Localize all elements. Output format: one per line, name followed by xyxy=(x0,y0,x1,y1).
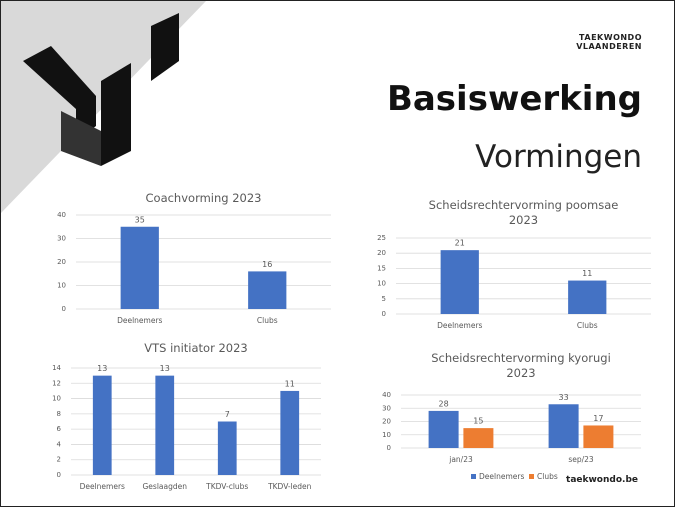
y-tick-label: 10 xyxy=(377,280,386,288)
bar xyxy=(428,410,459,448)
x-tick-label: Clubs xyxy=(577,321,598,330)
y-tick-label: 0 xyxy=(387,444,391,452)
x-tick-label: TKDV-leden xyxy=(267,482,312,491)
y-tick-label: 30 xyxy=(57,235,66,243)
data-label: 11 xyxy=(582,269,592,278)
y-tick-label: 12 xyxy=(52,379,61,387)
website: taekwondo.be xyxy=(566,475,638,485)
brand-line: VLAANDEREN xyxy=(576,42,642,51)
y-tick-label: 10 xyxy=(52,395,61,403)
y-tick-label: 40 xyxy=(382,391,391,399)
y-tick-label: 15 xyxy=(377,264,386,272)
legend-swatch xyxy=(529,474,534,479)
data-label: 28 xyxy=(439,399,449,408)
bar xyxy=(92,375,112,475)
logo-shape xyxy=(61,111,101,166)
data-label: 7 xyxy=(225,410,230,419)
data-label: 16 xyxy=(262,260,272,269)
x-tick-label: TKDV-clubs xyxy=(205,482,248,491)
x-tick-label: Deelnemers xyxy=(117,316,162,325)
bar xyxy=(548,404,579,448)
brand-line: TAEKWONDO xyxy=(579,33,642,42)
y-tick-label: 14 xyxy=(52,364,61,372)
data-label: 13 xyxy=(160,364,170,373)
data-label: 11 xyxy=(285,379,295,388)
legend-swatch xyxy=(471,474,476,479)
y-tick-label: 0 xyxy=(62,305,66,313)
y-tick-label: 8 xyxy=(57,410,61,418)
bar xyxy=(440,250,479,314)
x-tick-label: sep/23 xyxy=(568,455,594,464)
y-tick-label: 2 xyxy=(57,456,61,464)
x-tick-label: jan/23 xyxy=(448,455,473,464)
x-tick-label: Clubs xyxy=(257,316,278,325)
y-tick-label: 20 xyxy=(57,258,66,266)
y-tick-label: 5 xyxy=(382,295,386,303)
bar xyxy=(248,271,287,309)
data-label: 17 xyxy=(593,414,603,423)
brand: TAEKWONDO VLAANDEREN xyxy=(576,33,642,51)
chart-title: VTS initiator 2023 xyxy=(144,341,248,355)
x-tick-label: Deelnemers xyxy=(437,321,482,330)
chart-title: Scheidsrechtervorming kyorugi 2023 xyxy=(431,351,611,380)
bar xyxy=(120,226,159,309)
x-tick-label: Geslaagden xyxy=(143,482,188,491)
y-tick-label: 10 xyxy=(382,431,391,439)
bar xyxy=(217,421,237,475)
logo-shape xyxy=(101,63,131,166)
logo-shape xyxy=(23,46,96,141)
chart-title: Coachvorming 2023 xyxy=(145,191,262,205)
data-label: 35 xyxy=(135,215,145,224)
y-tick-label: 20 xyxy=(377,249,386,257)
slide-subtitle: Vormingen xyxy=(475,139,642,175)
y-tick-label: 20 xyxy=(382,418,391,426)
bar xyxy=(155,375,175,475)
y-tick-label: 25 xyxy=(377,234,386,242)
bar xyxy=(463,428,494,448)
y-tick-label: 4 xyxy=(57,440,62,448)
x-tick-label: Deelnemers xyxy=(80,482,125,491)
y-tick-label: 0 xyxy=(57,471,61,479)
bar xyxy=(583,425,614,448)
data-label: 33 xyxy=(559,393,569,402)
bar xyxy=(280,390,300,475)
data-label: 13 xyxy=(97,364,107,373)
slide-title: Basiswerking xyxy=(386,79,642,119)
y-tick-label: 30 xyxy=(382,404,391,412)
bar xyxy=(568,280,607,314)
y-tick-label: 10 xyxy=(57,282,66,290)
chart-title: Scheidsrechtervorming poomsae 2023 xyxy=(428,198,619,227)
legend-label: Clubs xyxy=(537,472,558,481)
logo-shape xyxy=(151,13,179,81)
data-label: 15 xyxy=(473,417,483,426)
data-label: 21 xyxy=(455,239,465,248)
y-tick-label: 40 xyxy=(57,211,66,219)
y-tick-label: 6 xyxy=(57,425,62,433)
y-tick-label: 0 xyxy=(382,310,386,318)
legend-label: Deelnemers xyxy=(479,472,524,481)
